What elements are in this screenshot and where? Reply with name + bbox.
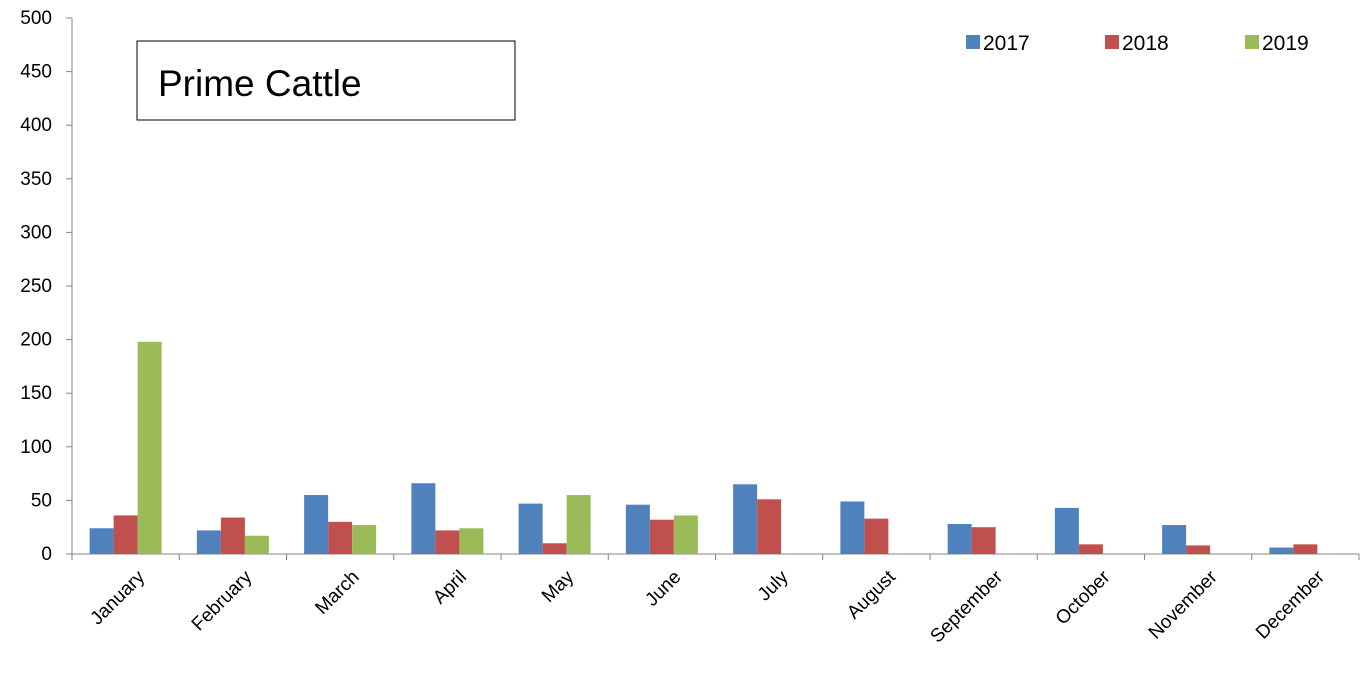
bar-2018-october	[1078, 544, 1103, 554]
bar-2017-january	[89, 528, 114, 554]
y-tick-label: 150	[20, 383, 52, 404]
bar-2017-august	[840, 501, 865, 554]
bar-2018-march	[328, 521, 353, 554]
y-tick-label: 300	[20, 222, 52, 243]
x-tick-label: March	[311, 567, 363, 619]
bar-2019-june	[673, 515, 698, 554]
x-tick-label: June	[641, 567, 685, 611]
bar-2018-july	[757, 499, 782, 554]
bar-2018-november	[1186, 545, 1211, 554]
bar-2017-october	[1054, 507, 1079, 554]
x-tick-label: August	[843, 566, 900, 623]
x-axis: January February March April May June July Augu…	[71, 553, 1360, 647]
legend-item-2019: 2019	[1245, 32, 1309, 55]
bar-2018-february	[220, 517, 245, 554]
bar-2018-january	[113, 515, 138, 554]
legend-label: 2017	[983, 32, 1030, 55]
bar-2017-february	[196, 530, 221, 554]
legend-item-2017: 2017	[966, 32, 1030, 55]
bar-2017-june	[625, 504, 650, 554]
y-tick-label: 400	[20, 115, 52, 136]
bar-2018-august	[864, 518, 889, 554]
bar-2018-june	[649, 519, 674, 554]
legend-label: 2019	[1262, 32, 1309, 55]
y-tick-label: 450	[20, 62, 52, 83]
chart-title-box: Prime Cattle	[136, 40, 516, 121]
y-tick-label: 100	[20, 437, 52, 458]
x-tick-label: January	[87, 566, 150, 629]
y-tick-label: 50	[31, 490, 52, 511]
bar-2017-july	[733, 484, 758, 554]
x-tick-label: September	[927, 566, 1008, 647]
bar-2018-september	[971, 527, 996, 554]
x-tick-label: October	[1052, 566, 1115, 629]
bar-2018-april	[435, 530, 460, 554]
bar-2019-january	[137, 341, 162, 554]
x-tick-label: February	[188, 566, 257, 635]
x-tick-label: April	[429, 567, 471, 609]
legend-swatch	[1105, 35, 1119, 49]
y-tick-label: 0	[41, 544, 52, 565]
x-tick-label: July	[754, 566, 793, 605]
bar-2019-february	[244, 535, 269, 554]
bar-2018-december	[1293, 544, 1318, 554]
chart-title: Prime Cattle	[158, 63, 362, 104]
bars	[89, 341, 1318, 554]
bar-2017-april	[411, 483, 436, 554]
legend: 2017 2018 2019	[966, 32, 1309, 55]
bar-2017-november	[1162, 525, 1187, 554]
bar-2017-september	[947, 523, 972, 554]
bar-2018-may	[542, 543, 567, 554]
legend-item-2018: 2018	[1105, 32, 1169, 55]
x-tick-label: November	[1145, 566, 1222, 643]
bar-2019-march	[352, 525, 377, 554]
x-tick-label: May	[538, 566, 579, 607]
y-axis: 0 50 100 150 200 250 300 350 400 450 500	[20, 8, 73, 565]
legend-swatch	[966, 35, 980, 49]
y-tick-label: 200	[20, 330, 52, 351]
y-tick-label: 500	[20, 8, 52, 29]
bar-2017-december	[1269, 547, 1294, 554]
bar-2017-march	[304, 495, 329, 554]
bar-2019-april	[459, 528, 484, 554]
x-tick-label: December	[1252, 566, 1329, 643]
bar-2017-may	[518, 503, 543, 554]
y-tick-label: 350	[20, 169, 52, 190]
legend-swatch	[1245, 35, 1259, 49]
bar-2019-may	[566, 495, 591, 554]
legend-label: 2018	[1122, 32, 1169, 55]
y-tick-label: 250	[20, 276, 52, 297]
